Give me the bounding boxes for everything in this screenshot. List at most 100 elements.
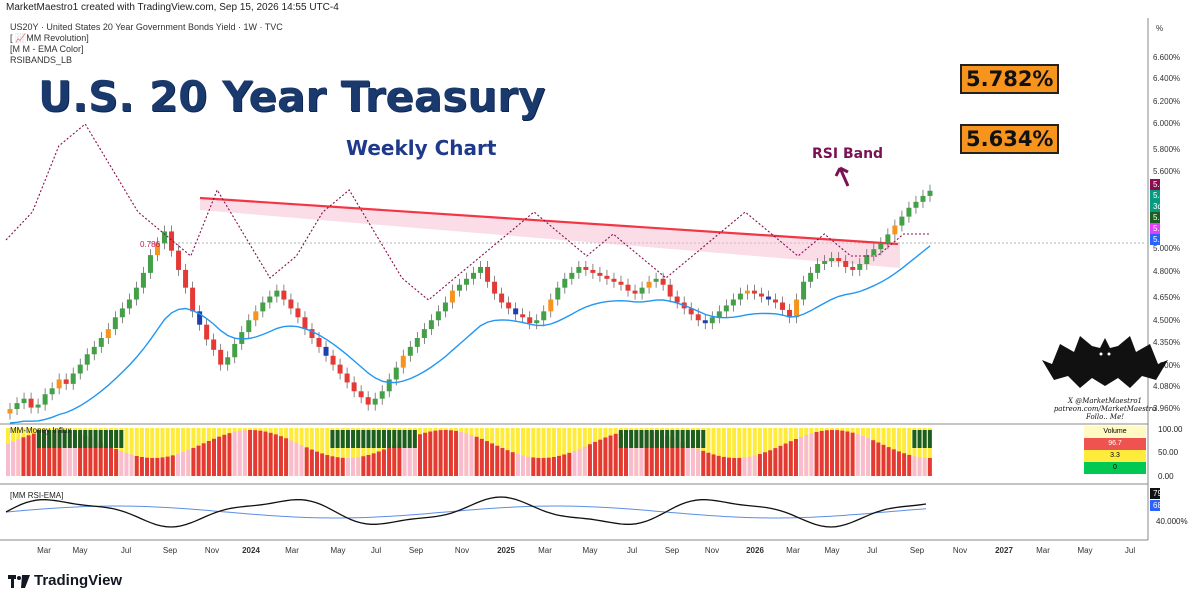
rsi-band-arrow — [834, 166, 850, 187]
candle-body — [400, 355, 406, 368]
candle-body — [190, 287, 196, 312]
money-flow-up-bar — [670, 430, 675, 448]
money-flow-bar — [551, 456, 556, 476]
tradingview-logo[interactable]: TradingView — [8, 572, 122, 589]
candle-body — [871, 249, 877, 256]
money-flow-up-bar — [57, 430, 62, 448]
money-flow-bar — [732, 457, 737, 476]
money-flow-bar — [572, 450, 577, 476]
money-flow-bar — [402, 440, 407, 476]
candle-body — [456, 284, 462, 291]
chart-subtitle: Weekly Chart — [346, 136, 497, 160]
candle-body — [379, 391, 385, 399]
money-flow-bar — [479, 438, 484, 476]
money-flow-bar — [521, 455, 525, 476]
money-flow-bg — [711, 428, 716, 476]
money-flow-bar — [845, 431, 850, 476]
rsi-pane-label[interactable]: [MM RSI-EMA] — [10, 491, 64, 500]
money-flow-bar — [613, 433, 618, 476]
indicator-ema-color[interactable]: [M M - EMA Color] — [10, 44, 84, 54]
indicator-rsibands[interactable]: RSIBANDS_LB — [10, 55, 73, 65]
x-tick-label: Mar — [1036, 546, 1050, 555]
rsi-band-label: RSI Band — [812, 146, 884, 162]
money-flow-bg — [763, 428, 768, 476]
candle-body — [695, 314, 701, 321]
candle-body — [435, 311, 441, 321]
candle-body — [414, 338, 420, 347]
x-tick-label: Sep — [409, 546, 424, 555]
candle-body — [119, 308, 125, 318]
money-flow-bar — [871, 440, 876, 476]
candle-body — [716, 311, 722, 318]
money-flow-bg — [927, 428, 932, 476]
candle-body — [485, 266, 491, 282]
money-flow-bar — [902, 453, 907, 476]
x-tick-label: 2026 — [746, 546, 764, 555]
money-flow-bar — [62, 430, 67, 476]
money-flow-bar — [515, 453, 520, 476]
candle-body — [653, 278, 659, 282]
money-flow-bar — [268, 432, 273, 476]
candle-body — [541, 311, 547, 321]
money-flow-up-bar — [52, 430, 57, 448]
candle-body — [302, 317, 308, 330]
candle-body — [295, 308, 301, 318]
money-flow-bg — [541, 428, 546, 476]
money-flow-bar — [835, 430, 840, 476]
money-flow-bar — [361, 456, 366, 476]
y-tick-label: 5.800% — [1153, 145, 1180, 154]
money-flow-bar — [93, 439, 98, 476]
money-flow-bar — [217, 436, 222, 476]
candle-body — [590, 269, 596, 273]
money-flow-bar — [78, 433, 83, 476]
candle-body — [147, 255, 153, 273]
indicator-mm-revolution[interactable]: [ 📈MM Revolution] — [10, 33, 89, 43]
money-flow-up-bar — [93, 430, 98, 448]
money-flow-bar — [356, 457, 361, 476]
money-flow-bar — [711, 454, 716, 476]
candle-body — [309, 329, 315, 338]
candle-body — [674, 296, 680, 303]
money-flow-bar — [763, 452, 768, 476]
candle-body — [639, 287, 645, 294]
money-flow-bar — [474, 436, 479, 476]
money-flow-bar — [819, 430, 824, 476]
money-flow-bar — [757, 454, 762, 476]
x-tick-label: Mar — [37, 546, 51, 555]
money-flow-up-bar — [98, 430, 103, 448]
x-tick-label: May — [1077, 546, 1092, 555]
money-flow-label[interactable]: MM-Money Influx — [10, 426, 72, 435]
candle-body — [569, 272, 575, 279]
money-flow-bar — [181, 452, 186, 476]
money-flow-bar — [593, 441, 598, 476]
author-handle: X @MarketMaestro1 — [1068, 397, 1142, 405]
money-flow-bar — [366, 454, 371, 476]
money-flow-bar — [624, 431, 628, 476]
money-flow-up-bar — [371, 430, 376, 448]
money-flow-bar — [47, 430, 52, 476]
candle-body — [372, 398, 378, 405]
money-flow-bg — [557, 428, 562, 476]
candle-body — [765, 296, 771, 300]
money-flow-bg — [160, 428, 165, 476]
symbol-legend[interactable]: US20Y · United States 20 Year Government… — [10, 22, 283, 32]
x-tick-label: Nov — [205, 546, 219, 555]
money-flow-bar — [799, 436, 804, 476]
money-flow-up-bar — [680, 430, 685, 448]
money-flow-up-bar — [675, 430, 680, 448]
price-tag: 5.455% — [1150, 179, 1180, 190]
money-flow-bar — [6, 444, 10, 476]
candle-body — [288, 299, 294, 309]
rsi-value-tag: 79.418% — [1150, 488, 1185, 499]
money-flow-bar — [340, 457, 345, 476]
money-flow-bg — [366, 428, 371, 476]
money-flow-bar — [325, 455, 330, 476]
candle-body — [850, 266, 856, 270]
candle-body — [808, 272, 814, 282]
money-flow-bar — [768, 450, 773, 476]
price-tag: 5.323029 — [1150, 212, 1186, 223]
money-flow-bar — [273, 434, 278, 476]
money-flow-bg — [181, 428, 186, 476]
money-flow-up-bar — [42, 430, 47, 448]
